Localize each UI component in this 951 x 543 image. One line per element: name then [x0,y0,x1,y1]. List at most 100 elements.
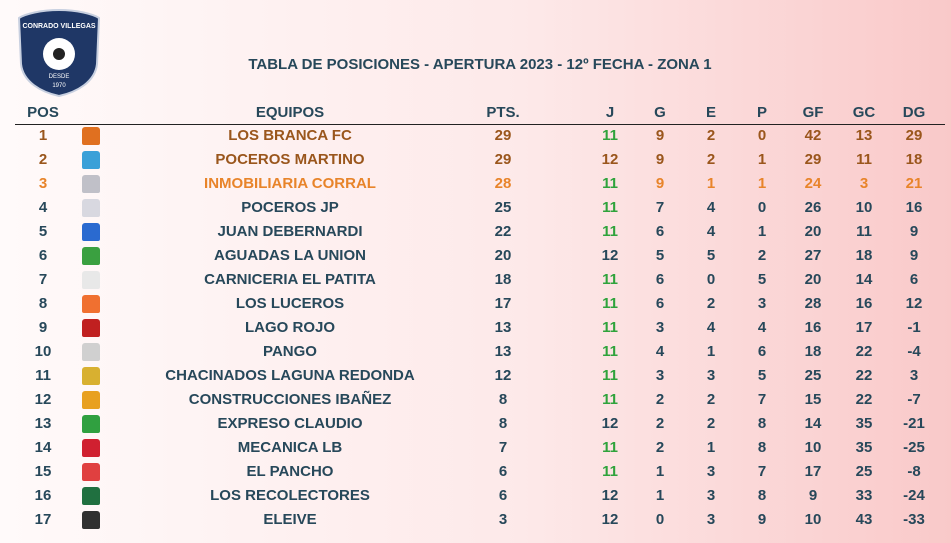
stat-cell: 10 [804,511,822,528]
stat-cell: 12 [905,295,923,312]
stat-cell: 29 [905,127,923,144]
stat-cell: 9 [655,175,665,192]
stat-cell: 16 [804,319,822,336]
stat-cell: 8 [757,415,767,432]
stat-cell: 14 [804,415,822,432]
team-name: INMOBILIARIA CORRAL [204,175,376,192]
stat-cell: 25 [494,199,512,216]
stat-cell: 15 [804,391,822,408]
team-name: JUAN DEBERNARDI [217,223,363,240]
stat-cell: 7 [498,439,508,456]
stat-cell: 15 [34,463,52,480]
stat-cell: 8 [757,487,767,504]
team-name: POCEROS JP [241,199,339,216]
stat-cell: 0 [757,199,767,216]
stat-cell: 7 [757,391,767,408]
stat-cell: 9 [808,487,818,504]
stat-cell: 27 [804,247,822,264]
team-name: CONSTRUCCIONES IBAÑEZ [188,391,392,408]
stat-cell: 9 [909,223,919,240]
stat-cell: 3 [498,511,508,528]
stat-cell: 6 [655,223,665,240]
stat-cell: 13 [494,319,512,336]
stat-cell: 5 [757,271,767,288]
stat-cell: 11 [35,367,51,384]
team-shirt [82,343,100,361]
stat-cell: 1 [757,151,767,168]
stat-cell: 35 [855,439,873,456]
stat-cell: 4 [757,319,767,336]
stat-cell: 1 [706,175,716,192]
stat-cell: 42 [804,127,822,144]
stat-cell: 29 [494,151,512,168]
stat-cell: -21 [903,415,925,432]
stat-cell: 1 [655,463,665,480]
stat-cell: 3 [706,463,716,480]
stat-cell: 6 [655,295,665,312]
stat-cell: 1 [38,127,48,144]
stat-cell: 6 [498,463,508,480]
stat-cell: 14 [855,271,873,288]
stat-cell: 2 [38,151,48,168]
stat-cell: 9 [757,511,767,528]
stat-cell: 25 [855,463,873,480]
team-name: LAGO ROJO [244,319,336,336]
team-shirt [82,151,100,169]
stat-cell: 11 [602,367,618,384]
stat-cell: 17 [804,463,822,480]
stat-cell: 11 [602,199,618,216]
stat-cell: 6 [909,271,919,288]
team-shirt [82,463,100,481]
stat-cell: 18 [905,151,923,168]
stat-cell: 4 [38,199,48,216]
team-shirt [82,295,100,313]
stat-cell: 16 [34,487,52,504]
stat-cell: 0 [757,127,767,144]
stat-cell: 9 [655,127,665,144]
stat-cell: 0 [655,511,665,528]
club-logo: CONRADO VILLEGAS DESDE 1970 [17,8,101,98]
stat-cell: -24 [903,487,925,504]
stat-cell: -7 [907,391,921,408]
team-shirt [82,391,100,409]
team-shirt [82,487,100,505]
header-cell: PTS. [486,104,520,121]
stat-cell: 17 [494,295,512,312]
team-name: AGUADAS LA UNION [214,247,366,264]
stat-cell: 4 [706,319,716,336]
header-cell: J [605,104,615,121]
team-shirt [82,247,100,265]
stat-cell: 10 [855,199,873,216]
stat-cell: 9 [38,319,48,336]
stat-cell: 11 [602,223,618,240]
stat-cell: 11 [602,439,618,456]
stat-cell: 2 [706,151,716,168]
header-cell: GC [852,104,876,121]
stat-cell: 7 [655,199,665,216]
stat-cell: 17 [34,511,52,528]
stat-cell: 35 [855,415,873,432]
stat-cell: 1 [706,343,716,360]
stat-cell: -33 [903,511,925,528]
stat-cell: 3 [859,175,869,192]
team-name: POCEROS MARTINO [215,151,365,168]
stat-cell: 5 [38,223,48,240]
stat-cell: -25 [903,439,925,456]
header-cell: EQUIPOS [255,104,325,121]
stat-cell: 12 [494,367,512,384]
team-shirt [82,511,100,529]
stat-cell: 29 [494,127,512,144]
stat-cell: 12 [601,247,619,264]
stat-cell: 6 [498,487,508,504]
header-cell: G [654,104,666,121]
stat-cell: 11 [602,271,618,288]
stat-cell: 28 [494,175,512,192]
stat-cell: 11 [602,463,618,480]
team-name: LOS BRANCA FC [228,127,352,144]
header-cell: POS [27,104,59,121]
team-shirt [82,271,100,289]
team-shirt [82,175,100,193]
team-shirt [82,439,100,457]
header-cell: DG [902,104,926,121]
stat-cell: 3 [38,175,48,192]
